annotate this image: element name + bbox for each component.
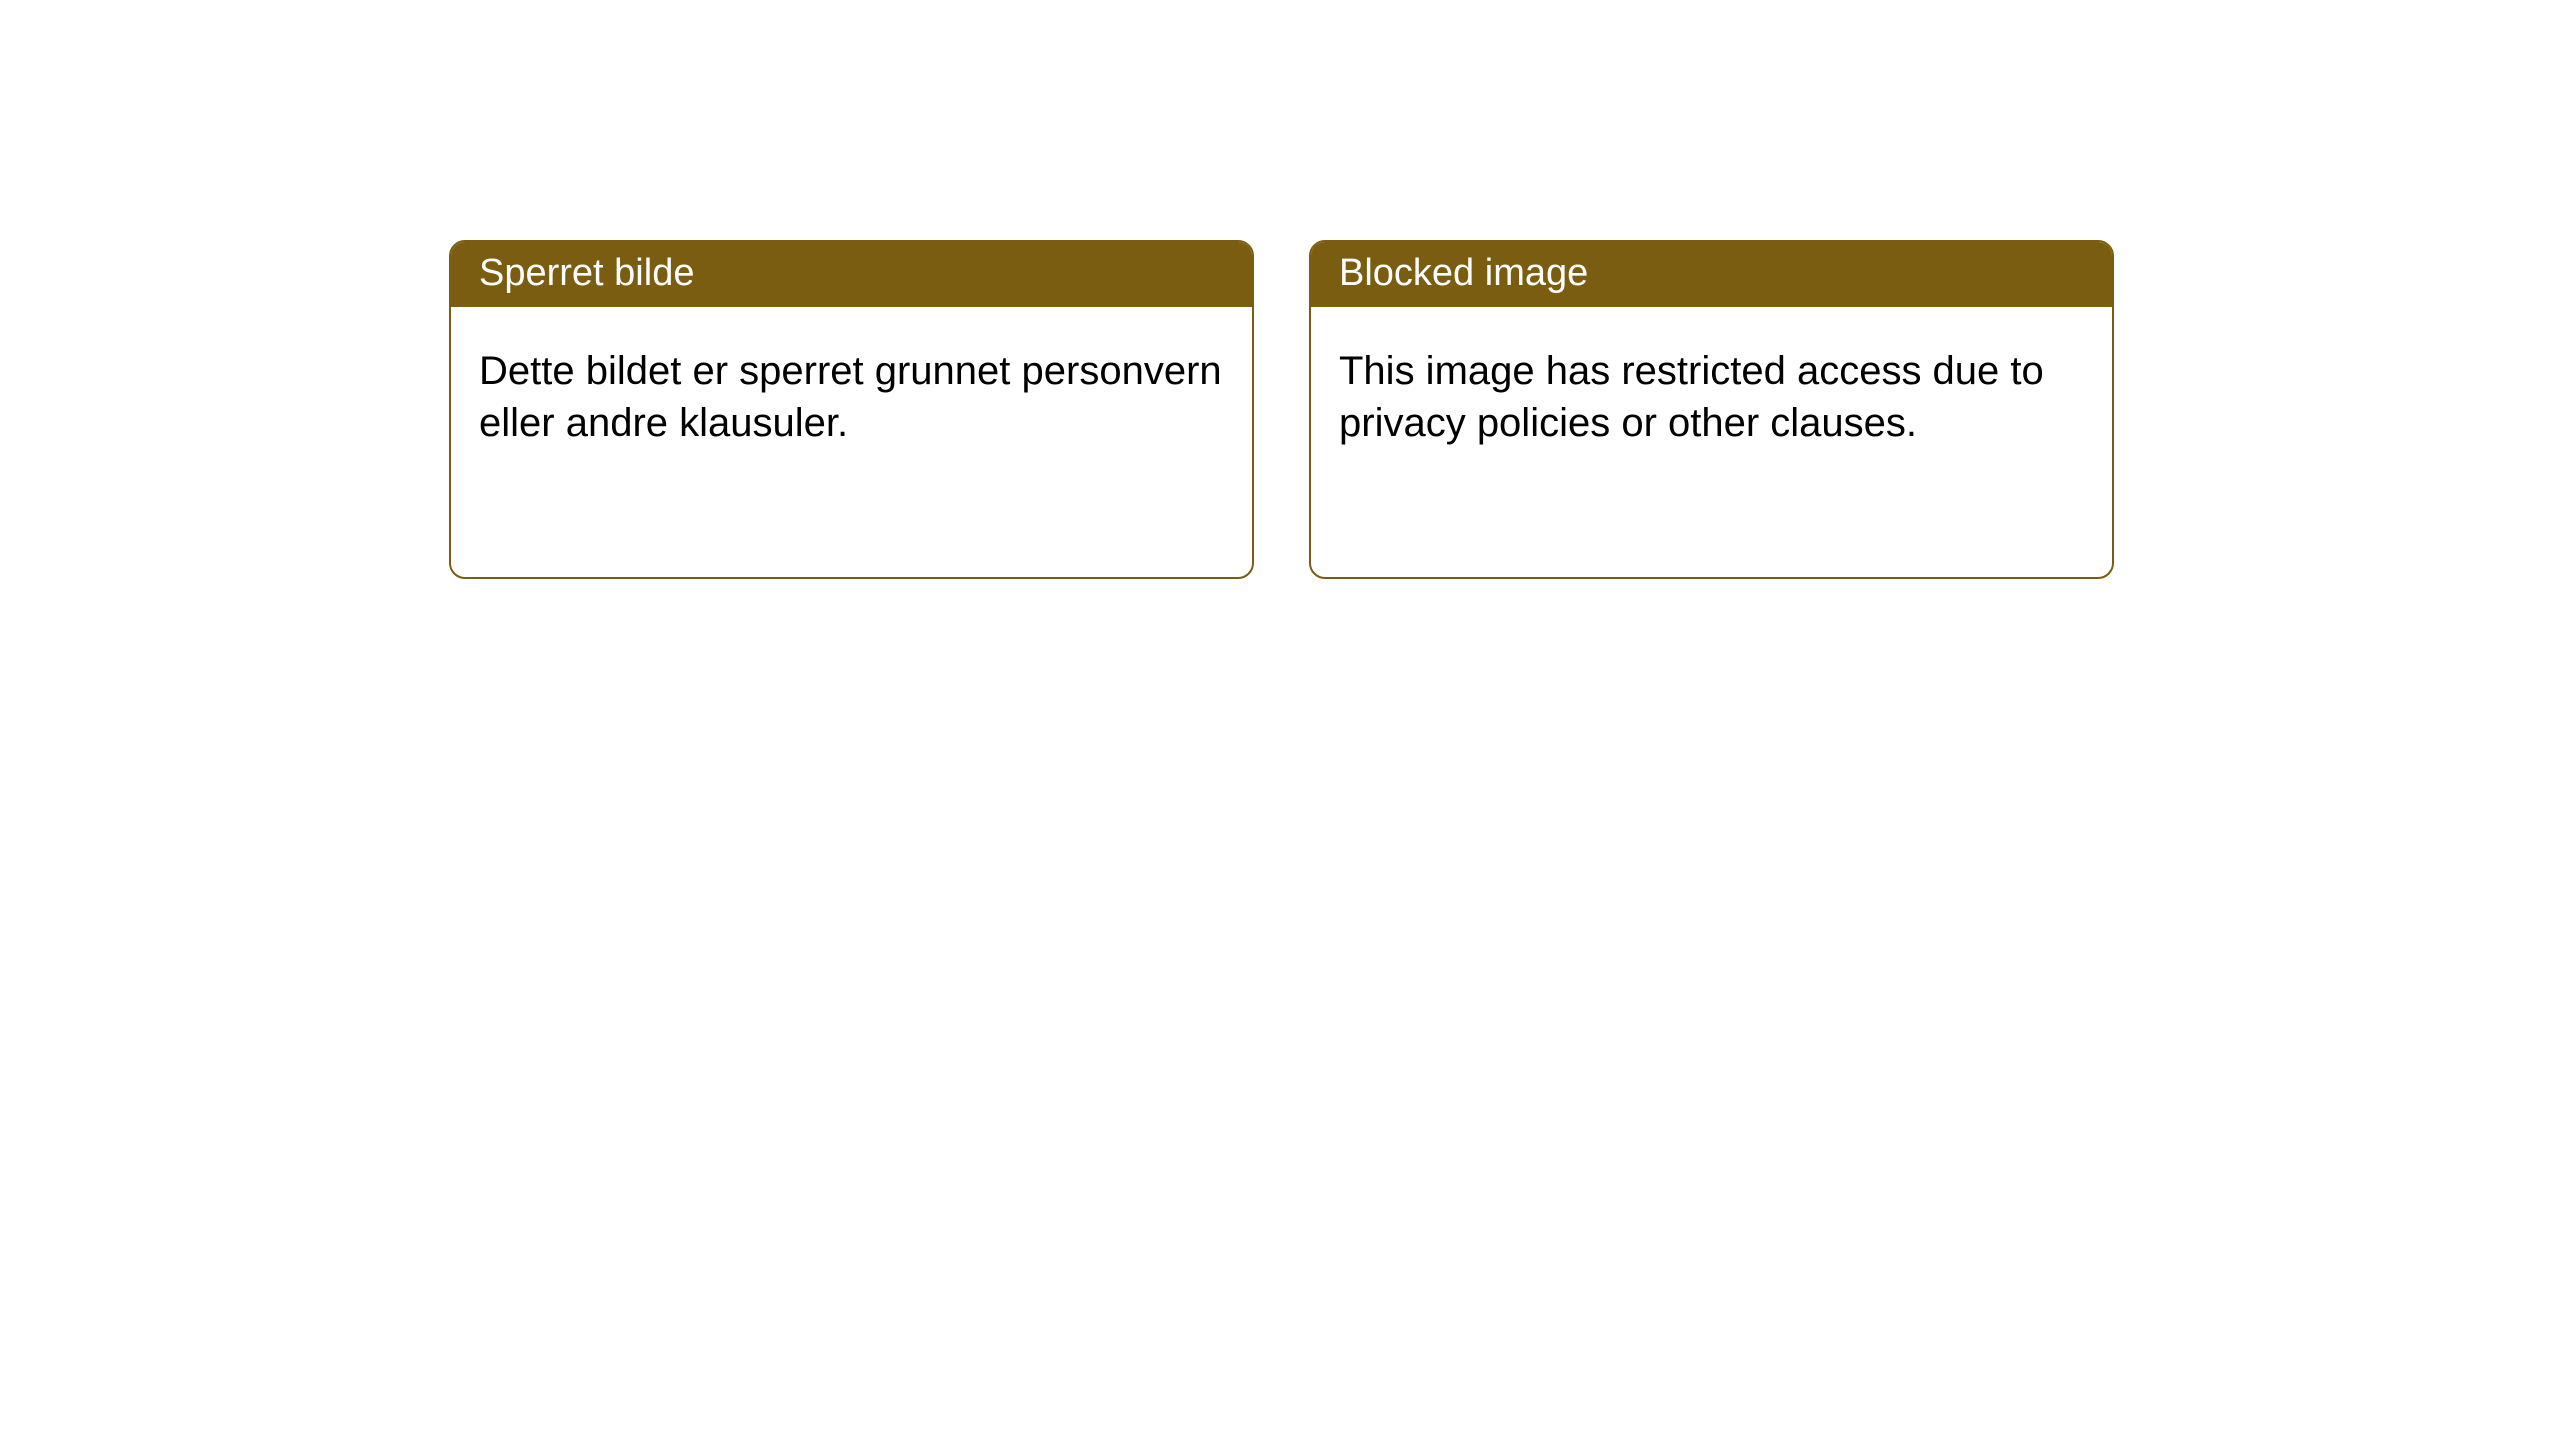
- card-header: Sperret bilde: [451, 242, 1252, 307]
- notice-card-english: Blocked image This image has restricted …: [1309, 240, 2114, 579]
- card-body: This image has restricted access due to …: [1311, 307, 2112, 577]
- card-title: Sperret bilde: [479, 252, 694, 294]
- notice-container: Sperret bilde Dette bildet er sperret gr…: [449, 240, 2114, 579]
- card-header: Blocked image: [1311, 242, 2112, 307]
- card-body-text: Dette bildet er sperret grunnet personve…: [479, 349, 1222, 445]
- notice-card-norwegian: Sperret bilde Dette bildet er sperret gr…: [449, 240, 1254, 579]
- card-title: Blocked image: [1339, 252, 1588, 294]
- card-body-text: This image has restricted access due to …: [1339, 349, 2044, 445]
- card-body: Dette bildet er sperret grunnet personve…: [451, 307, 1252, 577]
